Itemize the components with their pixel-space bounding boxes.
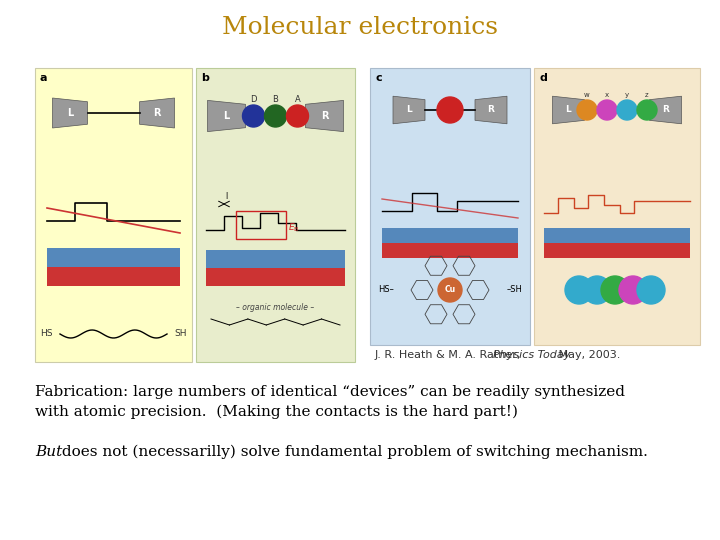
Polygon shape: [393, 96, 425, 124]
Text: J. R. Heath & M. A. Ratner,: J. R. Heath & M. A. Ratner,: [375, 350, 525, 360]
Text: –SH: –SH: [506, 286, 522, 294]
Polygon shape: [649, 96, 682, 124]
Text: b: b: [201, 73, 209, 83]
Text: c: c: [375, 73, 382, 83]
Text: HS–: HS–: [378, 286, 394, 294]
Text: d: d: [539, 73, 547, 83]
Circle shape: [577, 100, 597, 120]
Polygon shape: [140, 98, 174, 128]
Text: $E_{\rm B}$: $E_{\rm B}$: [288, 221, 300, 234]
Text: y: y: [625, 92, 629, 98]
Text: L: L: [223, 111, 230, 121]
Circle shape: [583, 276, 611, 304]
FancyBboxPatch shape: [206, 250, 345, 268]
Circle shape: [264, 105, 287, 127]
Text: Fabrication: large numbers of identical “devices” can be readily synthesized
wit: Fabrication: large numbers of identical …: [35, 385, 625, 419]
FancyBboxPatch shape: [534, 68, 700, 345]
Circle shape: [619, 276, 647, 304]
FancyBboxPatch shape: [370, 68, 530, 345]
Circle shape: [637, 100, 657, 120]
Text: L: L: [67, 108, 73, 118]
FancyBboxPatch shape: [382, 243, 518, 258]
Circle shape: [565, 276, 593, 304]
Text: l: l: [225, 192, 227, 201]
Text: R: R: [662, 105, 669, 114]
Text: – organic molecule –: – organic molecule –: [236, 302, 315, 312]
FancyBboxPatch shape: [382, 228, 518, 243]
Text: May, 2003.: May, 2003.: [555, 350, 621, 360]
Circle shape: [617, 100, 637, 120]
Circle shape: [287, 105, 308, 127]
Text: D: D: [251, 96, 257, 105]
Text: R: R: [153, 108, 161, 118]
FancyBboxPatch shape: [35, 68, 192, 362]
Text: x: x: [605, 92, 609, 98]
Text: Cu: Cu: [444, 286, 456, 294]
Text: Molecular electronics: Molecular electronics: [222, 17, 498, 39]
Circle shape: [597, 100, 617, 120]
Polygon shape: [207, 100, 246, 132]
Text: a: a: [40, 73, 48, 83]
Text: R: R: [320, 111, 328, 121]
Circle shape: [437, 97, 463, 123]
FancyBboxPatch shape: [544, 243, 690, 258]
Text: L: L: [566, 105, 572, 114]
Circle shape: [601, 276, 629, 304]
Text: Physics Today: Physics Today: [493, 350, 570, 360]
Circle shape: [438, 278, 462, 302]
Polygon shape: [552, 96, 585, 124]
FancyBboxPatch shape: [47, 267, 180, 286]
Text: L: L: [406, 105, 412, 114]
Text: HS: HS: [40, 329, 53, 339]
Text: B: B: [273, 96, 279, 105]
Text: z: z: [645, 92, 649, 98]
Polygon shape: [53, 98, 88, 128]
Polygon shape: [305, 100, 343, 132]
Text: SH: SH: [174, 329, 186, 339]
FancyBboxPatch shape: [206, 268, 345, 286]
Circle shape: [637, 276, 665, 304]
FancyBboxPatch shape: [544, 228, 690, 243]
Text: R: R: [487, 105, 495, 114]
Polygon shape: [475, 96, 507, 124]
Text: A: A: [294, 96, 300, 105]
FancyBboxPatch shape: [47, 248, 180, 267]
Text: But: But: [35, 445, 62, 459]
Text: w: w: [584, 92, 590, 98]
Text: does not (necessarilly) solve fundamental problem of switching mechanism.: does not (necessarilly) solve fundamenta…: [57, 445, 648, 460]
FancyBboxPatch shape: [196, 68, 355, 362]
Circle shape: [243, 105, 264, 127]
